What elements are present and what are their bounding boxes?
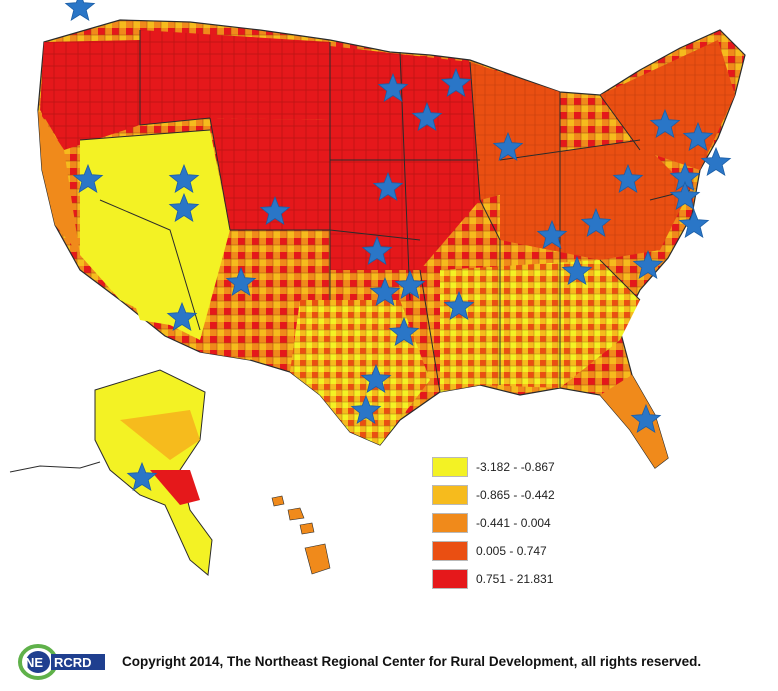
location-star-icon: [168, 163, 200, 193]
location-star-icon: [168, 192, 200, 222]
location-star-icon: [72, 163, 104, 193]
location-star-icon: [360, 363, 392, 393]
legend: -3.182 - -0.867 -0.865 - -0.442 -0.441 -…: [426, 455, 596, 591]
nercrd-logo: NE RCRD: [18, 644, 105, 680]
location-star-icon: [536, 219, 568, 249]
location-star-icon: [700, 146, 732, 176]
location-star-icon: [630, 403, 662, 433]
legend-label: -0.865 - -0.442: [476, 488, 555, 502]
location-star-icon: [64, 0, 96, 21]
location-star-icon: [225, 266, 257, 296]
location-star-icon: [440, 67, 472, 97]
legend-item: 0.005 - 0.747: [432, 541, 547, 561]
location-star-icon: [678, 208, 710, 238]
state-shapes: [37, 19, 746, 469]
hawaii: [271, 495, 331, 575]
legend-label: 0.751 - 21.831: [476, 572, 554, 586]
legend-item: -3.182 - -0.867: [432, 457, 555, 477]
location-star-icon: [649, 108, 681, 138]
location-star-icon: [126, 461, 158, 491]
legend-swatch: [432, 513, 468, 533]
legend-swatch: [432, 569, 468, 589]
legend-item: 0.751 - 21.831: [432, 569, 553, 589]
alaska: [9, 369, 213, 576]
location-star-icon: [580, 207, 612, 237]
location-star-icon: [394, 269, 426, 299]
legend-item: -0.865 - -0.442: [432, 485, 555, 505]
location-star-icon: [369, 276, 401, 306]
location-star-icon: [411, 101, 443, 131]
location-star-icon: [350, 394, 382, 424]
location-star-icon: [443, 290, 475, 320]
footer: NE RCRD Copyright 2014, The Northeast Re…: [0, 636, 778, 691]
location-star-icon: [492, 131, 524, 161]
legend-swatch: [432, 457, 468, 477]
center-location-stars: [64, 0, 732, 491]
location-star-icon: [632, 249, 664, 279]
legend-item: -0.441 - 0.004: [432, 513, 551, 533]
legend-label: -0.441 - 0.004: [476, 516, 551, 530]
legend-label: -3.182 - -0.867: [476, 460, 555, 474]
location-star-icon: [612, 163, 644, 193]
location-star-icon: [377, 72, 409, 102]
location-star-icon: [372, 171, 404, 201]
location-star-icon: [682, 121, 714, 151]
location-star-icon: [361, 235, 393, 265]
location-star-icon: [561, 255, 593, 285]
location-star-icon: [166, 301, 198, 331]
location-star-icon: [388, 316, 420, 346]
legend-swatch: [432, 541, 468, 561]
location-star-icon: [669, 180, 701, 210]
logo-ne-text: NE: [25, 655, 43, 670]
logo-rcrd-text: RCRD: [54, 655, 92, 670]
legend-swatch: [432, 485, 468, 505]
legend-label: 0.005 - 0.747: [476, 544, 547, 558]
copyright-text: Copyright 2014, The Northeast Regional C…: [122, 654, 702, 669]
choropleth-map: [9, 0, 746, 576]
location-star-icon: [259, 195, 291, 225]
